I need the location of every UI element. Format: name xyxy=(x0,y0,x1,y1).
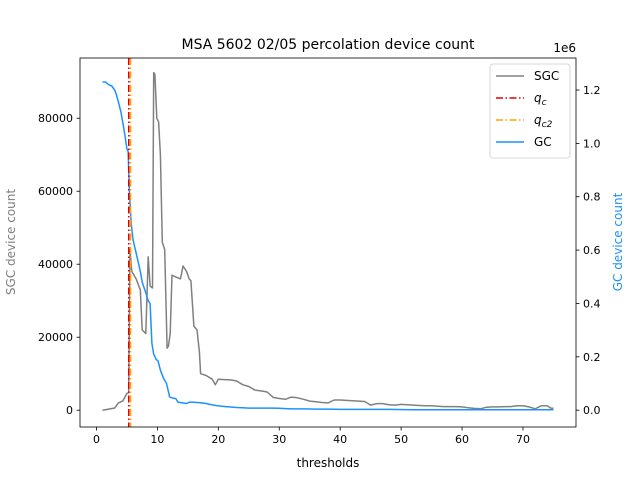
y-left-tick-label: 0 xyxy=(66,404,73,417)
x-tick-label: 60 xyxy=(455,433,469,446)
y-axis-left-label: SGC device count xyxy=(4,189,18,295)
y-left-tick-label: 40000 xyxy=(38,258,73,271)
series-line-sgc xyxy=(102,71,554,411)
plot-frame xyxy=(79,57,577,428)
x-tick-label: 40 xyxy=(333,433,347,446)
y-right-tick-label: 0.6 xyxy=(583,244,601,257)
x-axis: 0 10 20 30 40 50 60 70 xyxy=(93,427,530,446)
y-right-tick-label: 0.8 xyxy=(583,191,601,204)
chart-title: MSA 5602 02/05 percolation device count xyxy=(181,37,475,53)
y-left-tick-label: 80000 xyxy=(38,112,73,125)
legend-label: SGC xyxy=(534,69,559,83)
y-right-tick-label: 0.0 xyxy=(583,404,601,417)
x-tick-label: 0 xyxy=(93,433,100,446)
y-right-tick-label: 1.0 xyxy=(583,137,601,150)
series-line-gc xyxy=(102,81,554,411)
y-axis-left: 0 20000 40000 60000 80000 xyxy=(38,112,80,417)
x-tick-label: 70 xyxy=(516,433,530,446)
legend-entry-q-c2: qc2 xyxy=(496,113,553,130)
y-axis-right: 0.0 0.2 0.4 0.6 0.8 1.0 1.2 xyxy=(576,84,601,417)
x-axis-label: thresholds xyxy=(297,456,360,470)
y-left-tick-label: 60000 xyxy=(38,185,73,198)
x-tick-label: 10 xyxy=(150,433,164,446)
legend-entry-GC: GC xyxy=(496,135,552,149)
x-tick-label: 20 xyxy=(211,433,225,446)
legend-label: qc xyxy=(534,91,547,108)
critical-threshold-lines xyxy=(127,58,132,427)
right-axis-multiplier: 1e6 xyxy=(553,41,576,55)
legend: SGC qc qc2 GC xyxy=(489,63,571,159)
x-tick-label: 50 xyxy=(394,433,408,446)
series-lines xyxy=(102,71,554,411)
legend-entry-q-c: qc xyxy=(496,91,547,108)
x-tick-label: 30 xyxy=(272,433,286,446)
legend-box xyxy=(489,63,571,159)
legend-entry-SGC: SGC xyxy=(496,69,559,83)
y-axis-right-label: GC device count xyxy=(611,192,625,291)
legend-label: GC xyxy=(534,135,552,149)
legend-label: qc2 xyxy=(534,113,553,130)
y-right-tick-label: 1.2 xyxy=(583,84,601,97)
y-right-tick-label: 0.2 xyxy=(583,351,601,364)
y-left-tick-label: 20000 xyxy=(38,331,73,344)
y-right-tick-label: 0.4 xyxy=(583,297,601,310)
plot-area xyxy=(79,57,577,428)
